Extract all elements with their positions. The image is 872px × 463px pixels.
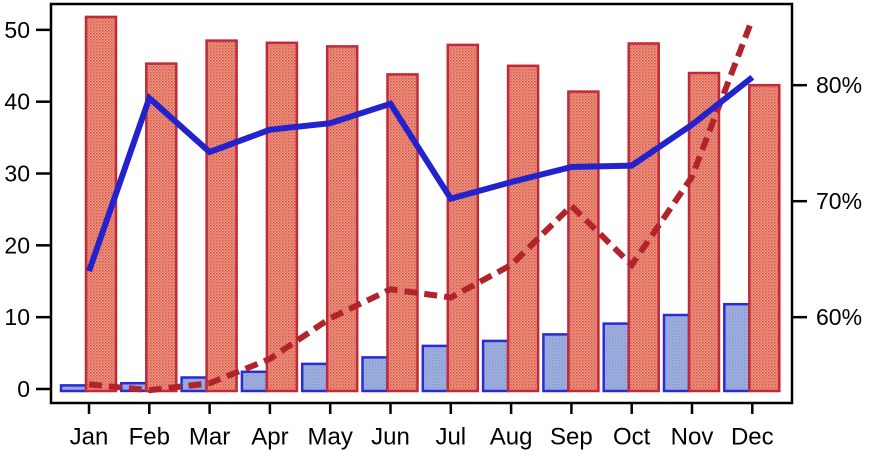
month-label: Aug xyxy=(490,424,533,451)
salmon-bar xyxy=(567,90,600,393)
salmon-bar xyxy=(506,64,540,393)
salmon-bar xyxy=(748,83,781,393)
blue-bar xyxy=(300,362,329,393)
blue-bar xyxy=(240,370,269,393)
salmon-bar xyxy=(265,41,299,393)
left-axis-tick-label: 30 xyxy=(4,161,30,187)
month-label: Jun xyxy=(371,424,410,451)
right-axis-tick-label: 60% xyxy=(816,304,862,330)
left-axis-tick-label: 40 xyxy=(4,89,30,115)
salmon-bar xyxy=(325,45,359,393)
month-label: May xyxy=(308,424,353,451)
salmon-bar xyxy=(627,42,660,393)
month-label: Apr xyxy=(251,424,288,451)
month-label: Mar xyxy=(189,424,230,451)
right-axis-tick-label: 70% xyxy=(816,188,862,214)
blue-bar xyxy=(723,302,751,393)
right-axis-tick-label: 80% xyxy=(816,72,862,98)
month-label: Oct xyxy=(613,424,651,451)
month-label: Feb xyxy=(129,424,170,451)
left-axis-tick-label: 10 xyxy=(4,304,30,330)
blue-bar xyxy=(542,333,570,393)
blue-bar xyxy=(481,339,510,393)
left-axis-tick-label: 50 xyxy=(4,17,30,43)
month-label: Jan xyxy=(70,424,109,451)
blue-bar xyxy=(662,313,691,393)
month-label: Nov xyxy=(671,424,714,451)
blue-bar xyxy=(421,344,450,393)
blue-bar xyxy=(59,384,88,393)
left-axis-tick-label: 20 xyxy=(4,232,30,258)
left-axis-tick-label: 0 xyxy=(17,376,30,402)
blue-line xyxy=(86,74,755,273)
blue-bar xyxy=(361,356,389,393)
blue-bar xyxy=(602,322,630,393)
dark-red-dashed-line xyxy=(88,18,756,394)
salmon-bar xyxy=(446,43,480,393)
plot-border xyxy=(49,2,794,405)
month-label: Jul xyxy=(435,424,466,451)
month-label: Dec xyxy=(731,424,774,451)
month-label: Sep xyxy=(550,424,593,451)
salmon-bar xyxy=(205,39,238,393)
